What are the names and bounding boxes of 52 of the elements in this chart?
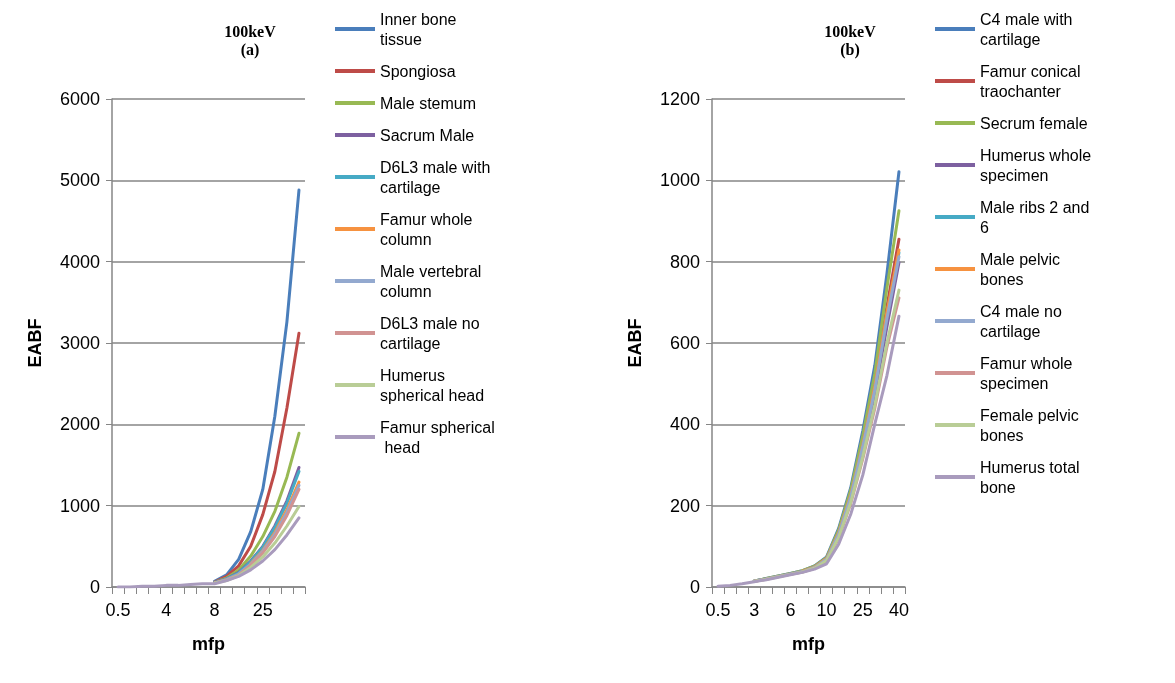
legend-label: Sacrum Male <box>380 126 475 144</box>
legend-label: Famur whole specimen <box>980 354 1077 392</box>
x-tick-label: 8 <box>209 600 220 620</box>
legend-label: Famur whole column <box>380 210 477 248</box>
y-tick-label: 1000 <box>659 170 700 191</box>
x-axis-title: mfp <box>792 634 825 654</box>
x-tick-label: 25 <box>252 600 273 620</box>
y-tick-label: 6000 <box>59 89 100 109</box>
legend-label: Female pelvic bones <box>980 406 1084 444</box>
legend-label: Secrum female <box>980 114 1088 132</box>
legend-label: Humerus whole specimen <box>980 146 1096 184</box>
x-tick-label: 25 <box>852 600 873 620</box>
y-tick-label: 600 <box>669 333 700 353</box>
x-tick-label: 0.5 <box>705 600 731 620</box>
legend-label: Humerus spherical head <box>380 366 485 404</box>
y-tick-label: 1000 <box>59 495 100 516</box>
chart-subtitle: (b) <box>840 40 860 59</box>
legend-label: Famur conical traochanter <box>980 62 1085 100</box>
legend-label: Inner bone tissue <box>380 10 461 48</box>
y-tick-label: 3000 <box>59 333 100 353</box>
chart-title: 100keV <box>224 22 277 40</box>
x-axis-title: mfp <box>192 634 225 654</box>
x-tick-label: 40 <box>888 600 909 620</box>
y-tick-label: 400 <box>669 414 700 435</box>
legend-label: C4 male no cartilage <box>980 302 1067 340</box>
y-tick-label: 5000 <box>59 170 100 191</box>
y-tick-label: 2000 <box>59 414 100 435</box>
x-tick-label: 3 <box>749 600 760 620</box>
legend-label: Male vertebral column <box>380 262 486 300</box>
y-tick-label: 200 <box>669 495 700 516</box>
y-axis-title: EABF <box>25 318 45 368</box>
y-tick-label: 0 <box>689 577 700 597</box>
legend-label: D6L3 male no cartilage <box>380 314 485 352</box>
x-tick-label: 4 <box>161 600 172 620</box>
legend-label: Famur spherical head <box>380 418 495 456</box>
legend-label: C4 male with cartilage <box>980 10 1077 48</box>
chart-title: 100keV <box>824 22 877 40</box>
x-tick-label: 10 <box>816 600 837 620</box>
y-tick-label: 1200 <box>659 89 700 109</box>
x-tick-label: 0.5 <box>105 600 131 620</box>
legend-label: Male ribs 2 and 6 <box>980 198 1094 236</box>
y-tick-label: 4000 <box>59 251 100 272</box>
legend-label: Male pelvic bones <box>980 250 1065 288</box>
legend-label: Male stemum <box>380 94 477 112</box>
y-tick-label: 800 <box>669 251 700 272</box>
legend-label: Humerus total bone <box>980 458 1085 496</box>
legend-label: D6L3 male with cartilage <box>380 158 495 196</box>
y-axis-title: EABF <box>625 318 645 368</box>
x-tick-label: 6 <box>785 600 796 620</box>
chart-subtitle: (a) <box>240 40 260 59</box>
legend-label: Spongiosa <box>380 62 456 80</box>
y-tick-label: 0 <box>89 577 100 597</box>
